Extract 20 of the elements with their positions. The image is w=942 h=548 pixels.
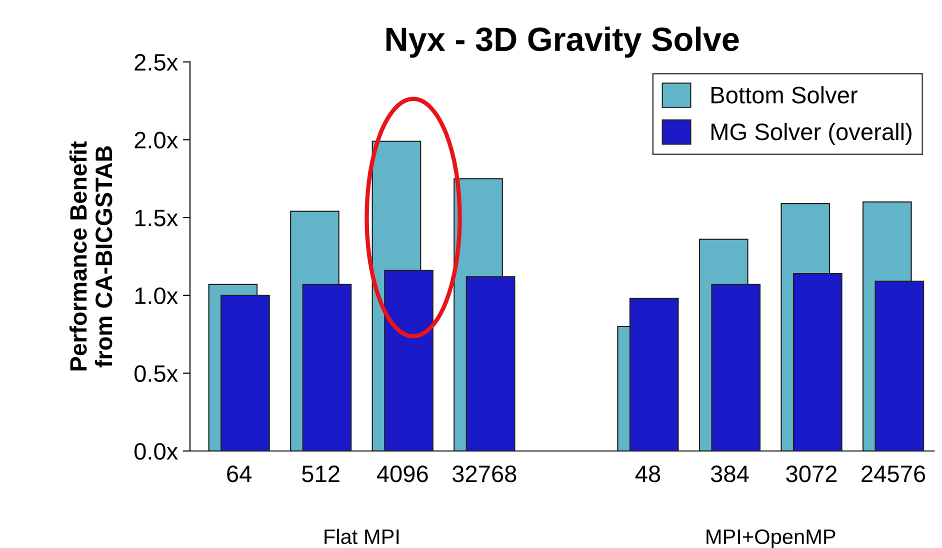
legend-label: MG Solver (overall) [712, 122, 912, 145]
x-tick-label: 48 [635, 466, 660, 482]
x-tick-label: 4096 [376, 466, 428, 482]
x-tick-label: 512 [302, 466, 340, 482]
y-tick-label: 2.0x [134, 132, 178, 149]
chart-title: Nyx - 3D Gravity Solve [386, 26, 739, 58]
legend-label: Bottom Solver [712, 86, 858, 104]
text: MPI+OpenMP [706, 529, 836, 548]
x-tick-label: 64 [227, 466, 252, 482]
x-tick-label: 3072 [786, 466, 837, 482]
x-tick-label: 32768 [452, 466, 516, 482]
y-tick-label: 2.5x [134, 54, 178, 71]
y-tick-label: 1.0x [135, 287, 178, 304]
y-tick-label: 1.5x [135, 210, 178, 226]
text: Flat MPI [324, 528, 399, 544]
y-tick-label: 0.0x [134, 443, 178, 460]
y-tick-label: 0.5x [134, 365, 178, 382]
y-axis-title: Performance Benefit from CA-BICGSTAB [69, 141, 112, 370]
x-tick-label: 24576 [862, 466, 926, 482]
x-tick-label: 384 [710, 466, 749, 482]
